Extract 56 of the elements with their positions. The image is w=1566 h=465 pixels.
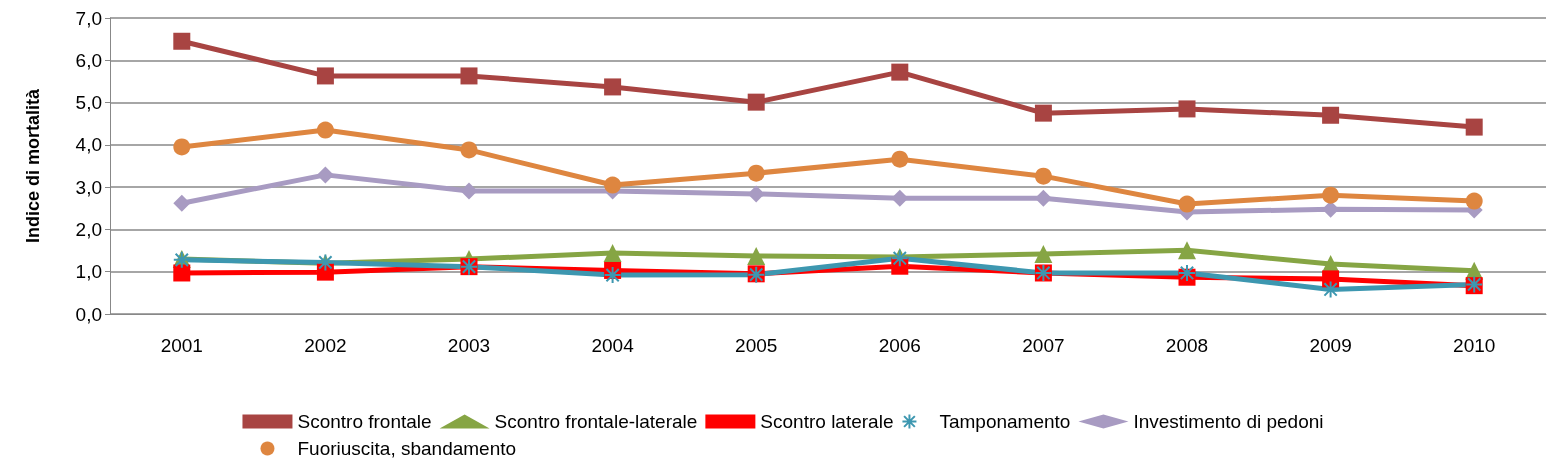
legend-label: Investimento di pedoni — [1133, 411, 1324, 432]
point — [1322, 106, 1340, 124]
point — [604, 78, 622, 96]
legend-label: Scontro frontale — [297, 411, 432, 432]
x-tick-label: 2002 — [304, 335, 347, 356]
x-tick-label: 2001 — [160, 335, 203, 356]
x-tick-label: 2004 — [591, 335, 635, 356]
y-tick-label: 5,0 — [75, 92, 102, 114]
point — [173, 32, 191, 50]
point — [603, 244, 622, 263]
y-tick-label: 2,0 — [75, 218, 102, 240]
y-tick-label: 0,0 — [75, 303, 102, 325]
x-tick-label: 2008 — [1165, 335, 1209, 356]
y-tick-label: 1,0 — [75, 261, 102, 283]
point — [1465, 192, 1483, 210]
point — [1465, 118, 1483, 136]
point — [604, 176, 622, 194]
x-tick-label: 2010 — [1453, 335, 1496, 356]
point — [316, 166, 334, 184]
point — [1322, 186, 1340, 204]
x-tick-label: 2006 — [878, 335, 921, 356]
point — [747, 164, 765, 182]
point — [747, 93, 765, 111]
point — [891, 150, 909, 168]
point — [173, 264, 191, 282]
point — [460, 67, 478, 85]
x-tick-label: 2005 — [735, 335, 778, 356]
point — [1178, 195, 1196, 213]
point — [1034, 104, 1052, 122]
legend-label: Fuoriuscita, sbandamento — [297, 438, 517, 459]
point — [891, 63, 909, 81]
point — [1321, 280, 1340, 299]
point — [316, 121, 334, 139]
point — [316, 67, 334, 85]
point — [1178, 241, 1196, 260]
x-tick-label: 2007 — [1022, 335, 1065, 356]
y-axis-title: Indice di mortalità — [23, 88, 43, 244]
legend-label: Scontro laterale — [760, 411, 894, 432]
point — [173, 194, 191, 212]
point — [460, 141, 478, 159]
legend-label: Tamponamento — [939, 411, 1071, 432]
point — [1178, 100, 1196, 118]
legend-label: Scontro frontale-laterale — [494, 411, 698, 432]
x-tick-label: 2003 — [447, 335, 491, 356]
y-tick-label: 7,0 — [75, 7, 102, 29]
x-tick-label: 2009 — [1309, 335, 1352, 356]
point — [1034, 244, 1053, 263]
y-tick-label: 4,0 — [75, 134, 102, 156]
point — [460, 182, 478, 200]
y-tick-label: 3,0 — [75, 176, 102, 198]
point — [603, 266, 622, 285]
point — [1178, 263, 1196, 282]
y-tick-label: 6,0 — [75, 49, 102, 71]
point — [747, 247, 766, 266]
point — [1034, 167, 1052, 185]
point — [173, 138, 191, 156]
